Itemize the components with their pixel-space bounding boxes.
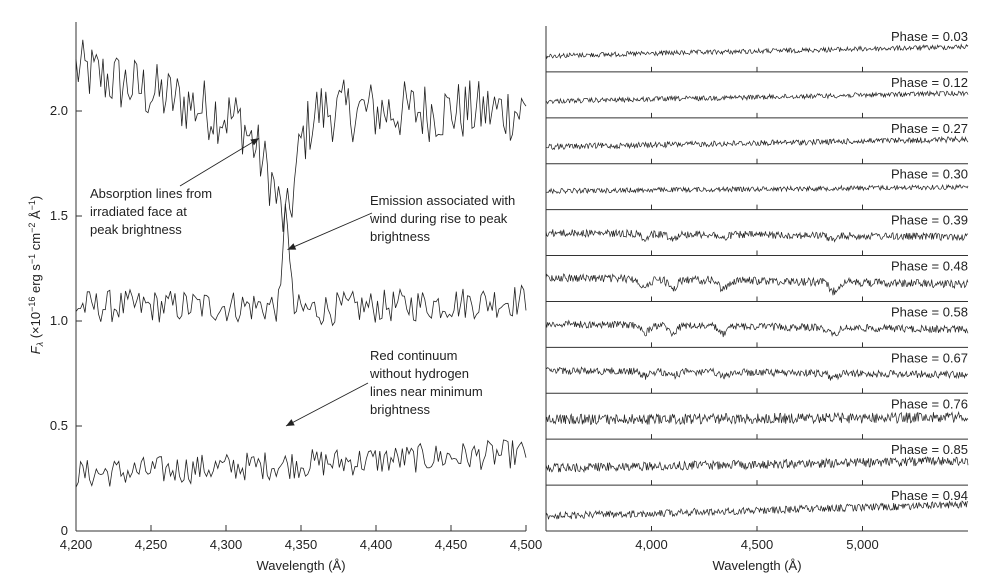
left-x-tick-label: 4,300 [210,537,243,552]
phase-spectrum [545,90,969,105]
left-x-axis-label: Wavelength (Å) [256,558,345,573]
phase-label: Phase = 0.85 [891,442,968,457]
annotation-arrow [285,382,369,427]
annotation-text: Red continuum [370,348,457,363]
annotation-text: peak brightness [90,222,182,237]
y-label-f: F [28,345,43,354]
left-y-tick-label: 2.0 [50,103,68,118]
annotation-arrowhead [287,243,297,250]
phase-spectrum [545,43,969,60]
y-label-close: ) [28,196,43,200]
annotation-text: brightness [370,229,430,244]
annotation-arrowhead [286,419,295,426]
right-phase-panel: Phase = 0.03 Phase = 0.12 Phase = 0.27 Phas… [545,26,969,552]
annotation-arrow [287,212,373,251]
phase-row-8: Phase = 0.76 [545,396,969,440]
left-x-tick-label: 4,500 [510,537,543,552]
y-label-open: (×10 [28,312,43,342]
spectrum-line-2 [75,439,527,488]
annotation-text: irradiated face at [90,204,187,219]
phase-label: Phase = 0.30 [891,167,968,182]
phase-spectrum [545,135,969,151]
left-x-tick-label: 4,250 [135,537,168,552]
phase-row-3: Phase = 0.30 [545,167,969,211]
annotation-2: Red continuum without hydrogen lines near … [285,348,483,427]
annotation-0: Absorption lines from irradiated face at p… [90,137,260,237]
phase-row-1: Phase = 0.12 [545,75,969,119]
phase-label: Phase = 0.39 [891,213,968,228]
left-y-tick-label: 0.5 [50,418,68,433]
annotation-text: brightness [370,402,430,417]
annotation-text: wind during rise to peak [369,211,508,226]
phase-label: Phase = 0.12 [891,75,968,90]
y-label-cm: cm [28,233,43,254]
left-y-tick-label: 1.0 [50,313,68,328]
phase-label: Phase = 0.67 [891,350,968,365]
y-label-erg: erg s [28,264,43,297]
annotation-text: Emission associated with [370,193,515,208]
annotation-arrow [179,137,260,187]
left-y-tick-label: 1.5 [50,208,68,223]
right-x-tick-label: 4,500 [741,537,774,552]
phase-spectrum [545,319,969,338]
phase-row-2: Phase = 0.27 [545,121,969,165]
phase-label: Phase = 0.76 [891,396,968,411]
left-x-tick-label: 4,350 [285,537,318,552]
y-label-sub: λ [35,342,45,347]
phase-label: Phase = 0.48 [891,259,968,274]
annotation-arrowhead [250,138,259,146]
y-label-e3: −2 [27,223,37,233]
left-x-tick-label: 4,450 [435,537,468,552]
spectrum-line-0 [75,39,527,232]
phase-row-6: Phase = 0.58 [545,304,969,348]
right-x-axis-label: Wavelength (Å) [712,558,801,573]
phase-spectrum [545,228,969,243]
left-spectrum-panel: 0 0.5 1.0 1.5 2.0 4,200 4,250 4,300 4,350 4,400 4,… [50,22,542,552]
annotation-text: lines near minimum [370,384,483,399]
phase-row-7: Phase = 0.67 [545,350,969,394]
phase-spectrum [545,366,969,381]
y-label-ang: Å [28,210,43,223]
phase-spectrum [545,183,969,195]
left-y-axis-label: Fλ (×10−16 erg s−1 cm−2 Å−1) [27,196,45,355]
y-label-e2: −1 [27,254,37,264]
phase-spectrum [545,410,969,426]
y-label-e4: −1 [27,200,37,210]
y-label-e1: −16 [27,297,37,312]
phase-row-10: Phase = 0.94 [545,488,969,532]
left-x-tick-label: 4,400 [360,537,393,552]
phase-spectrum [545,500,969,520]
phase-row-9: Phase = 0.85 [545,442,969,486]
annotation-text: Absorption lines from [90,186,212,201]
phase-spectrum [545,456,969,473]
phase-label: Phase = 0.27 [891,121,968,136]
phase-spectrum [545,273,969,296]
left-x-tick-label: 4,200 [60,537,93,552]
phase-row-0: Phase = 0.03 [545,29,969,73]
phase-label: Phase = 0.03 [891,29,968,44]
annotation-1: Emission associated with wind during rise… [287,193,515,251]
phase-row-4: Phase = 0.39 [545,213,969,257]
phase-label: Phase = 0.58 [891,304,968,319]
annotation-text: without hydrogen [369,366,469,381]
spectrum-line-1 [75,203,527,327]
right-x-tick-label: 4,000 [635,537,668,552]
left-y-tick-label: 0 [61,523,68,538]
right-x-tick-label: 5,000 [846,537,879,552]
phase-label: Phase = 0.94 [891,488,968,503]
phase-row-5: Phase = 0.48 [545,259,969,302]
